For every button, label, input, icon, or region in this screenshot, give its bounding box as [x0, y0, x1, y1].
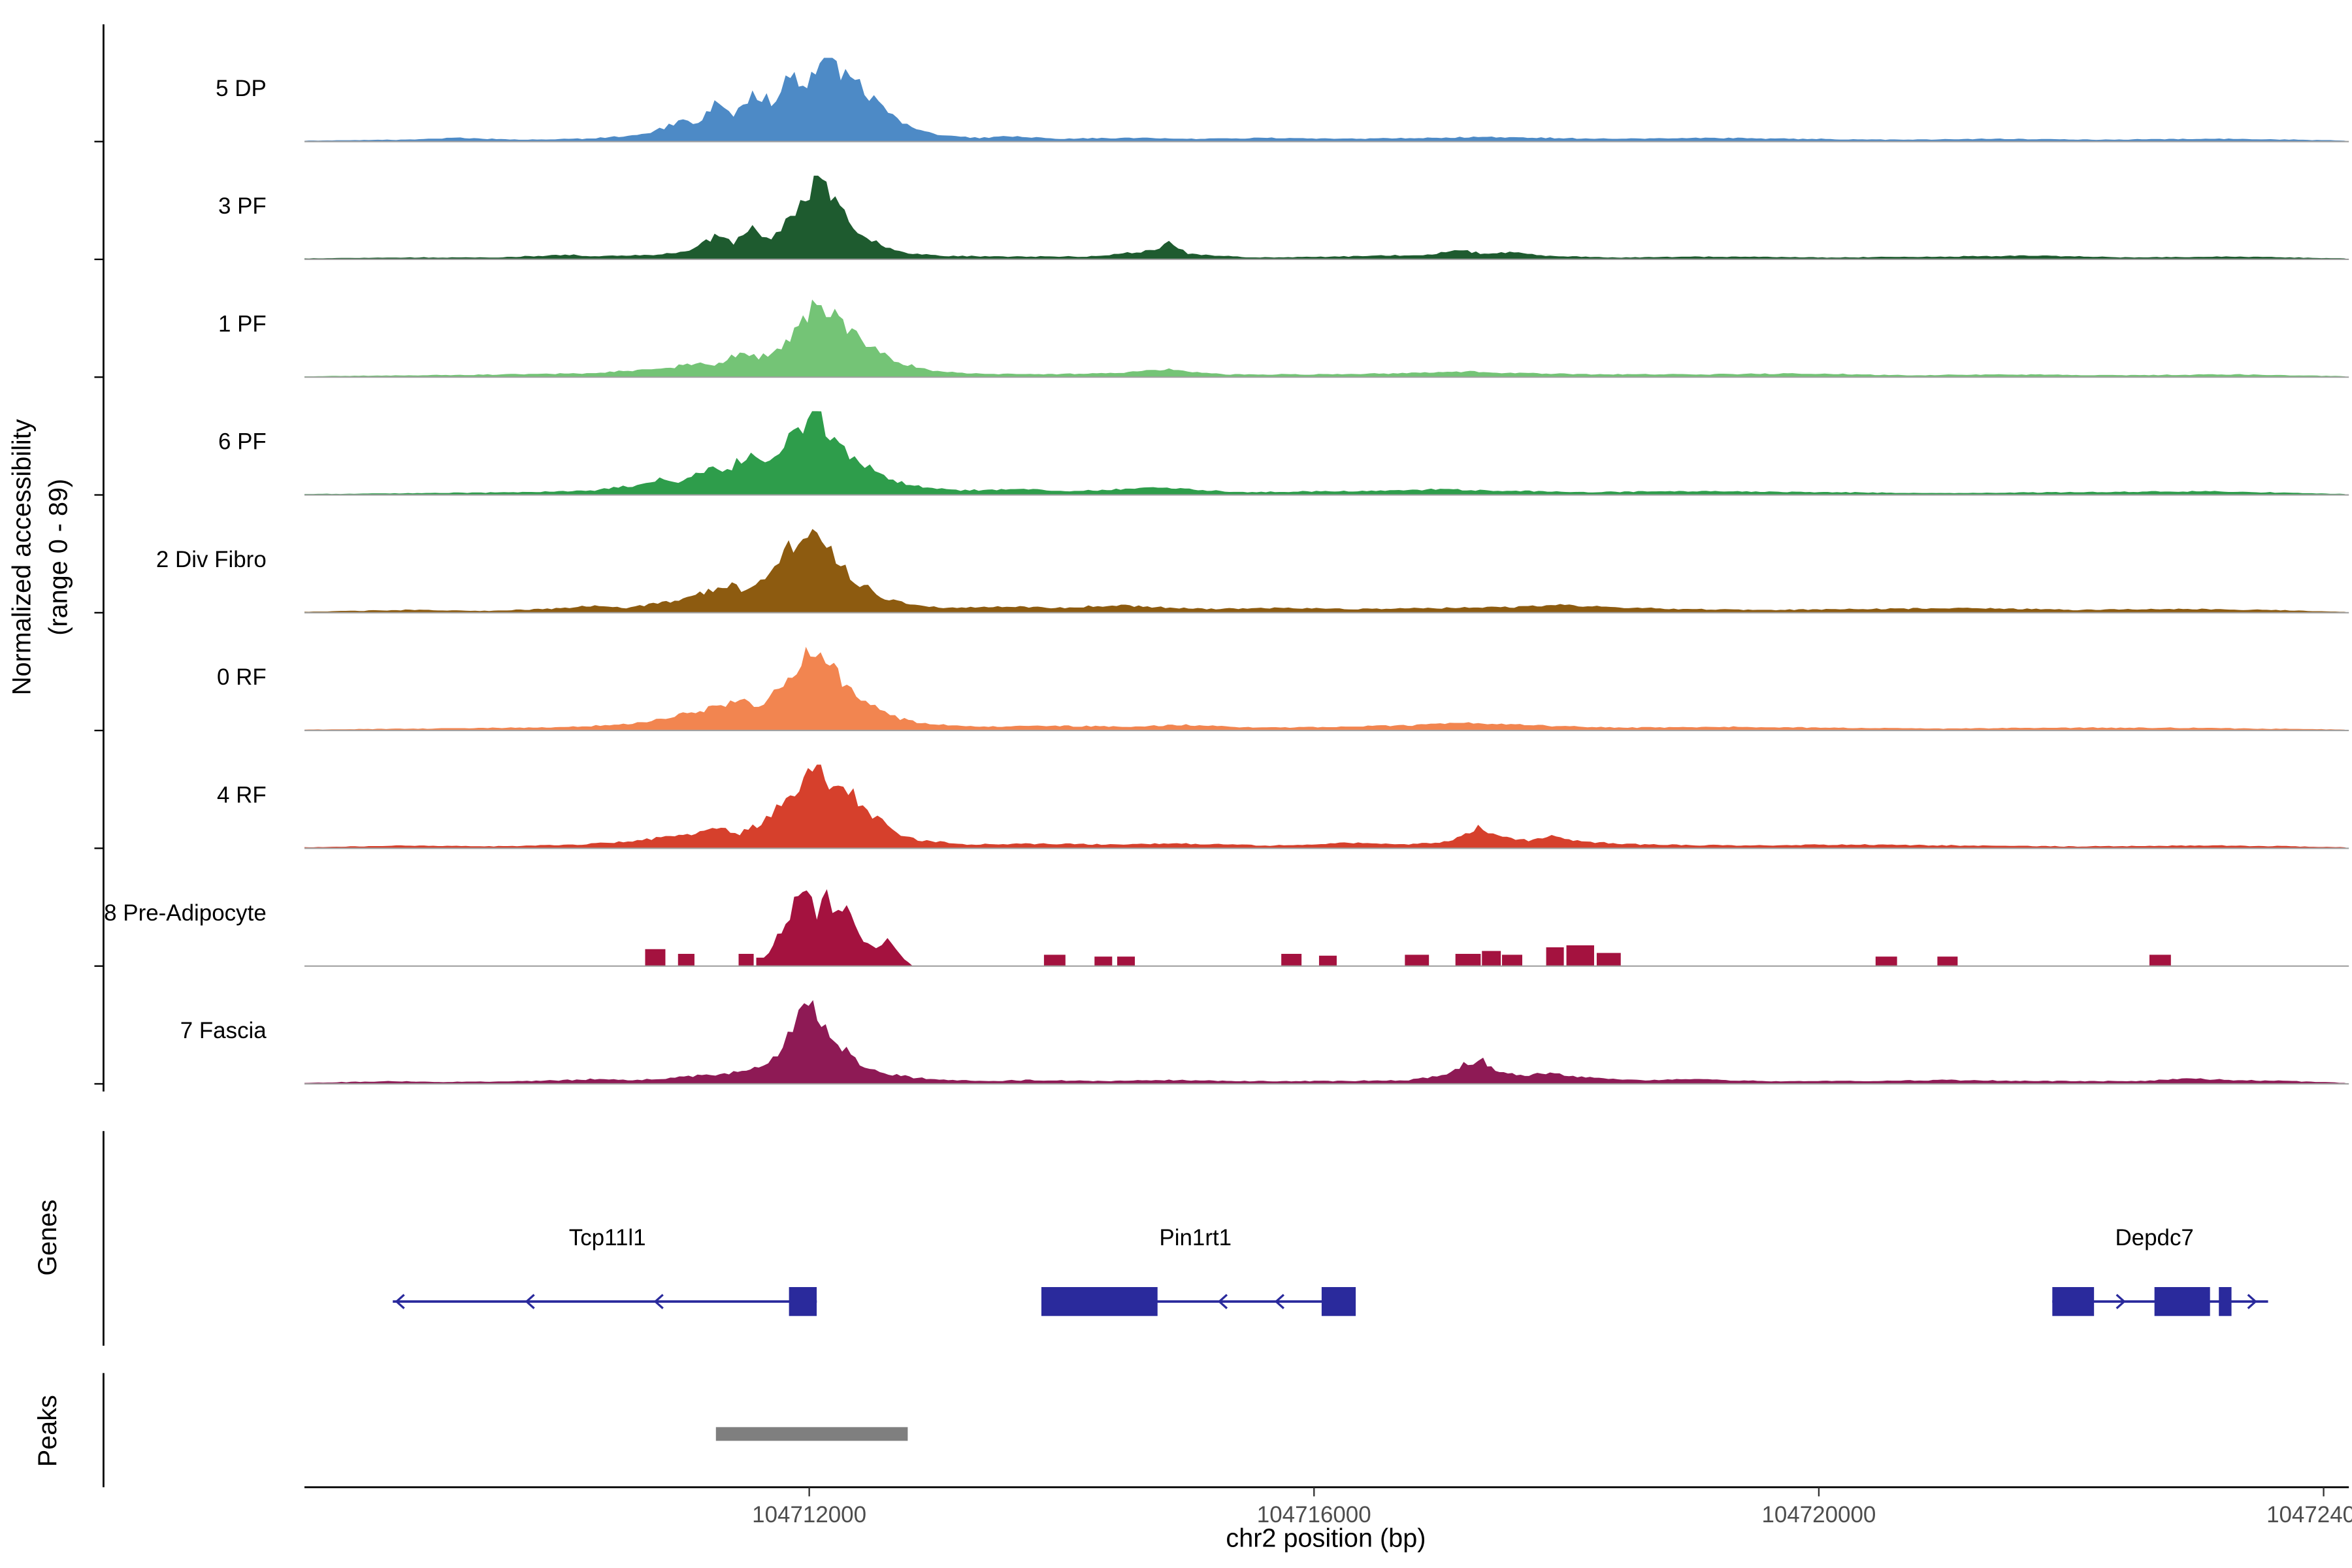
coverage-area: [304, 299, 2349, 378]
peaks-section-label: Peaks: [33, 1395, 62, 1467]
coverage-area: [304, 175, 2349, 259]
track-label: 8 Pre-Adipocyte: [104, 900, 267, 926]
coverage-block: [1596, 953, 1621, 966]
gene-depdc7: Depdc7: [2052, 1225, 2268, 1316]
coverage-block: [756, 957, 764, 966]
gene-label: Depdc7: [2115, 1225, 2193, 1250]
coverage-block: [1482, 951, 1501, 966]
gene-strand-arrow: [395, 1294, 405, 1309]
track-label: 0 RF: [217, 664, 267, 690]
coverage-block: [1566, 945, 1594, 966]
track-0-rf: 0 RF: [217, 647, 2349, 732]
track-4-rf: 4 RF: [217, 764, 2349, 849]
track-label: 6 PF: [218, 429, 267, 455]
coverage-area: [304, 529, 2349, 613]
track-3-pf: 3 PF: [218, 175, 2349, 261]
coverage-block: [1546, 947, 1564, 966]
gene-strand-arrow: [2115, 1294, 2126, 1309]
gene-label: Pin1rt1: [1159, 1225, 1232, 1250]
coverage-area: [304, 764, 2349, 849]
x-axis-title: chr2 position (bp): [1226, 1524, 1426, 1552]
track-label: 7 Fascia: [180, 1018, 267, 1043]
gene-tcp11l1: Tcp11l1: [393, 1225, 817, 1316]
track-1-pf: 1 PF: [218, 299, 2349, 378]
track-8-pre-adipocyte: 8 Pre-Adipocyte: [104, 889, 2349, 967]
track-label: 2 Div Fibro: [156, 547, 267, 572]
coverage-block: [645, 949, 666, 966]
x-axis-tick-label: 104720000: [1761, 1502, 1876, 1527]
coverage-area: [304, 57, 2349, 142]
track-2-div-fibro: 2 Div Fibro: [156, 529, 2349, 613]
track-5-dp: 5 DP: [216, 57, 2349, 142]
gene-strand-arrow: [1274, 1294, 1284, 1309]
track-7-fascia: 7 Fascia: [180, 1000, 2349, 1085]
coverage-block: [1318, 955, 1337, 966]
coverage-block: [1937, 956, 1958, 966]
gene-exon: [1321, 1287, 1356, 1316]
coverage-block: [678, 953, 694, 966]
gene-pin1rt1: Pin1rt1: [1041, 1225, 1356, 1316]
coverage-block: [1875, 956, 1897, 966]
y-axis-label-line1: Normalized accessibility: [8, 419, 37, 695]
coverage-block: [1094, 956, 1113, 966]
track-label: 1 PF: [218, 311, 267, 336]
x-axis-tick-label: 104724000: [2266, 1502, 2352, 1527]
coverage-block: [1405, 955, 1429, 966]
track-label: 3 PF: [218, 193, 267, 219]
coverage-block: [738, 953, 754, 966]
gene-exon: [2219, 1287, 2232, 1316]
peak-bar: [715, 1427, 908, 1441]
coverage-area: [304, 889, 2349, 966]
gene-exon: [2052, 1287, 2095, 1316]
gene-exon: [1041, 1287, 1158, 1316]
coverage-area: [304, 1000, 2349, 1084]
coverage-block: [1455, 953, 1481, 966]
coverage-area: [304, 647, 2349, 731]
gene-strand-arrow: [2247, 1294, 2257, 1309]
gene-exon: [789, 1287, 817, 1316]
track-label: 4 RF: [217, 782, 267, 808]
x-axis-tick-label: 104716000: [1257, 1502, 1371, 1527]
gene-exon: [2154, 1287, 2210, 1316]
y-axis-label-line2: (range 0 - 89): [44, 479, 73, 636]
x-axis-tick-label: 104712000: [752, 1502, 866, 1527]
coverage-block: [1502, 955, 1522, 966]
coverage-block: [2149, 955, 2171, 966]
track-6-pf: 6 PF: [218, 411, 2349, 496]
gene-strand-arrow: [653, 1294, 664, 1309]
coverage-block: [1281, 953, 1302, 966]
coverage-area: [304, 411, 2349, 495]
gene-label: Tcp11l1: [569, 1225, 646, 1250]
coverage-block: [1117, 956, 1135, 966]
genes-section-label: Genes: [33, 1200, 62, 1276]
coverage-block: [1043, 955, 1066, 966]
gene-strand-arrow: [1217, 1294, 1228, 1309]
gene-strand-arrow: [525, 1294, 535, 1309]
track-label: 5 DP: [216, 76, 267, 101]
